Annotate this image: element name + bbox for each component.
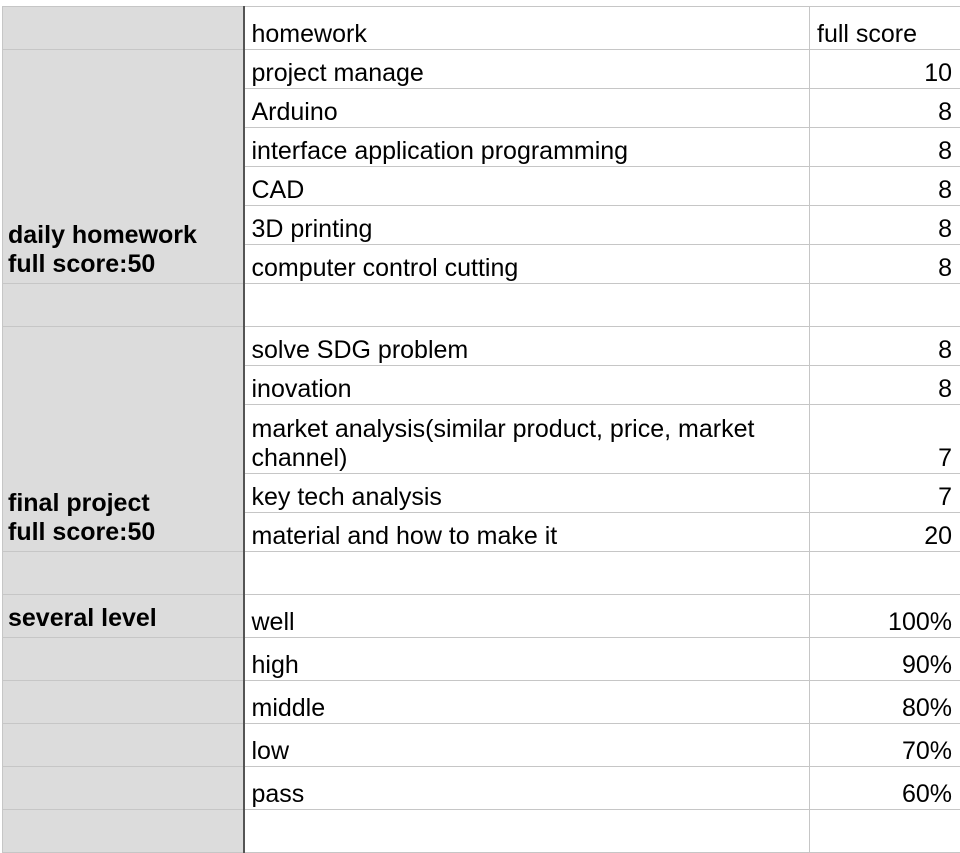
empty-cell[interactable] [810, 810, 960, 853]
level-percent-cell[interactable]: 80% [810, 681, 960, 724]
score-cell[interactable]: 8 [810, 167, 960, 206]
empty-row [3, 552, 960, 595]
homework-name-cell[interactable]: inovation [244, 366, 810, 405]
score-cell[interactable]: 20 [810, 513, 960, 552]
level-percent-cell[interactable]: 90% [810, 638, 960, 681]
empty-cell[interactable] [3, 284, 244, 327]
empty-cell[interactable] [3, 681, 244, 724]
homework-name-cell[interactable]: market analysis(similar product, price, … [244, 405, 810, 474]
empty-row [3, 810, 960, 853]
table-row: low 70% [3, 724, 960, 767]
score-cell[interactable]: 8 [810, 206, 960, 245]
score-cell[interactable]: 7 [810, 474, 960, 513]
header-row: homework full score [3, 7, 960, 50]
final-project-label-line1: final project [8, 489, 237, 518]
score-cell[interactable]: 8 [810, 245, 960, 284]
final-project-label[interactable]: final project full score:50 [3, 327, 244, 552]
table-row: final project full score:50 solve SDG pr… [3, 327, 960, 366]
level-name-cell[interactable]: high [244, 638, 810, 681]
score-cell[interactable]: 7 [810, 405, 960, 474]
level-percent-cell[interactable]: 100% [810, 595, 960, 638]
daily-homework-label-line2: full score:50 [8, 250, 237, 279]
homework-name-cell[interactable]: solve SDG problem [244, 327, 810, 366]
homework-name-cell[interactable]: 3D printing [244, 206, 810, 245]
table-row: middle 80% [3, 681, 960, 724]
table-row: high 90% [3, 638, 960, 681]
homework-header[interactable]: homework [244, 7, 810, 50]
empty-cell[interactable] [3, 767, 244, 810]
level-name-cell[interactable]: low [244, 724, 810, 767]
level-name-cell[interactable]: well [244, 595, 810, 638]
empty-row [3, 284, 960, 327]
empty-cell[interactable] [810, 552, 960, 595]
several-level-label[interactable]: several level [3, 595, 244, 638]
homework-name-cell[interactable]: project manage [244, 50, 810, 89]
score-cell[interactable]: 8 [810, 89, 960, 128]
daily-homework-label[interactable]: daily homework full score:50 [3, 50, 244, 284]
level-percent-cell[interactable]: 70% [810, 724, 960, 767]
table-row: pass 60% [3, 767, 960, 810]
final-project-label-line2: full score:50 [8, 518, 237, 547]
table-row: daily homework full score:50 project man… [3, 50, 960, 89]
homework-name-cell[interactable]: interface application programming [244, 128, 810, 167]
score-cell[interactable]: 8 [810, 128, 960, 167]
score-cell[interactable]: 8 [810, 366, 960, 405]
corner-cell[interactable] [3, 7, 244, 50]
level-percent-cell[interactable]: 60% [810, 767, 960, 810]
empty-cell[interactable] [3, 810, 244, 853]
homework-name-cell[interactable]: CAD [244, 167, 810, 206]
table-row: several level well 100% [3, 595, 960, 638]
score-cell[interactable]: 10 [810, 50, 960, 89]
homework-name-cell[interactable]: material and how to make it [244, 513, 810, 552]
empty-cell[interactable] [3, 638, 244, 681]
homework-name-cell[interactable]: computer control cutting [244, 245, 810, 284]
empty-cell[interactable] [244, 552, 810, 595]
empty-cell[interactable] [3, 724, 244, 767]
daily-homework-label-line1: daily homework [8, 221, 237, 250]
homework-name-cell[interactable]: key tech analysis [244, 474, 810, 513]
empty-cell[interactable] [3, 552, 244, 595]
score-table: homework full score daily homework full … [2, 6, 960, 853]
empty-cell[interactable] [810, 284, 960, 327]
level-name-cell[interactable]: pass [244, 767, 810, 810]
full-score-header[interactable]: full score [810, 7, 960, 50]
empty-cell[interactable] [244, 810, 810, 853]
level-name-cell[interactable]: middle [244, 681, 810, 724]
homework-name-cell[interactable]: Arduino [244, 89, 810, 128]
score-cell[interactable]: 8 [810, 327, 960, 366]
empty-cell[interactable] [244, 284, 810, 327]
